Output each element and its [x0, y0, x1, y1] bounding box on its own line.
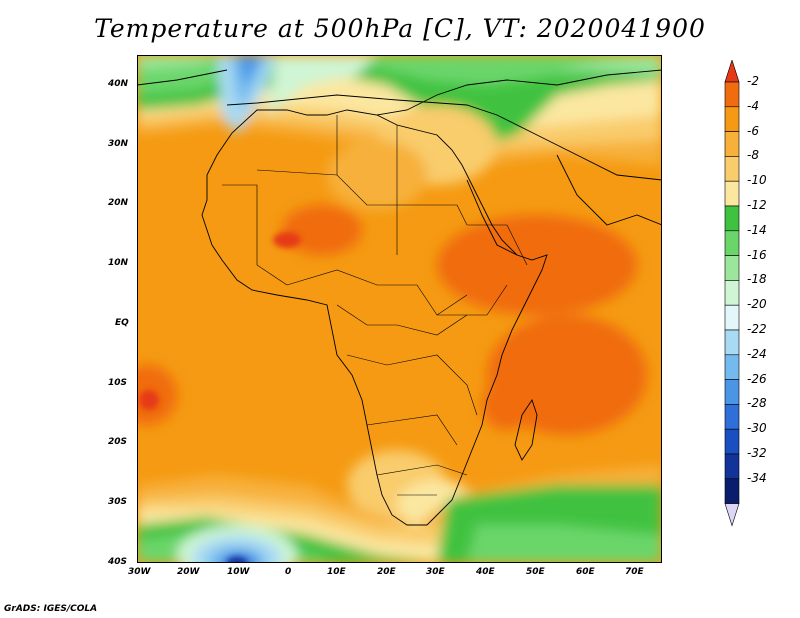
colorbar-swatch	[724, 280, 740, 306]
colorbar-swatch	[724, 404, 740, 430]
small-features	[139, 232, 301, 563]
colorbar-label: -22	[747, 322, 767, 336]
temperature-field	[137, 55, 662, 563]
lon-label-30w: 30W	[128, 567, 151, 577]
lat-label-10s: 10S	[108, 378, 128, 388]
colorbar-label: -16	[747, 247, 767, 262]
lon-label-10e: 10E	[327, 567, 346, 577]
colorbar-swatch	[724, 255, 740, 281]
temperature-bands	[137, 55, 662, 563]
lon-label-10w: 10W	[227, 567, 250, 577]
country-borders	[222, 115, 528, 496]
lon-label-50e: 50E	[526, 567, 545, 577]
lat-label-40s: 40S	[108, 557, 128, 567]
colorbar-label: -2	[747, 74, 759, 88]
lat-label-eq: EQ	[115, 318, 129, 328]
colorbar-swatch	[724, 180, 740, 207]
lat-label-30n: 30N	[108, 139, 129, 149]
colorbar-label: -34	[747, 470, 767, 485]
colorbar-swatch	[724, 230, 740, 256]
lon-label-30e: 30E	[426, 567, 445, 577]
colorbar-swatch	[724, 428, 740, 455]
colorbar-top-arrow	[724, 59, 740, 83]
colorbar-label: -28	[747, 396, 767, 411]
lon-label-20w: 20W	[177, 567, 200, 577]
colorbar-scale	[724, 59, 740, 527]
colorbar-swatch	[724, 131, 740, 157]
colorbar-swatch	[724, 106, 740, 132]
colorbar-label: -30	[747, 421, 767, 436]
lat-label-10n: 10N	[108, 258, 129, 268]
colorbar-swatch	[724, 478, 740, 504]
colorbar-bottom-arrow	[724, 503, 740, 527]
colorbar-label: -12	[747, 198, 767, 212]
lon-label-70e: 70E	[625, 567, 644, 577]
colorbar-label: -20	[747, 297, 767, 312]
colorbar-swatch	[724, 379, 740, 405]
colorbar-label: -18	[747, 272, 767, 287]
colorbar-swatch	[724, 304, 740, 331]
colorbar-label: -24	[747, 346, 767, 361]
colorbar-swatch	[724, 354, 740, 380]
colorbar	[724, 59, 740, 564]
colorbar-swatch	[724, 156, 740, 182]
credit-label: GrADS: IGES/COLA	[4, 604, 98, 614]
colorbar-label: -8	[747, 148, 759, 163]
colorbar-swatch	[724, 81, 740, 108]
colorbar-swatch	[724, 205, 740, 232]
colorbar-label: -26	[747, 371, 767, 386]
colorbar-swatch	[724, 329, 740, 356]
colorbar-label: -10	[747, 173, 767, 188]
colorbar-swatch	[724, 453, 740, 480]
lat-label-40n: 40N	[108, 79, 129, 89]
map-title: Temperature at 500hPa [C], VT: 202004190…	[94, 14, 706, 43]
colorbar-label: -32	[747, 446, 767, 460]
coastlines	[137, 69, 662, 526]
lon-label-40e: 40E	[476, 567, 495, 577]
temperature-map	[137, 55, 662, 563]
lon-label-0: 0	[285, 567, 292, 577]
colorbar-label: -6	[747, 123, 759, 138]
colorbar-label: -14	[747, 222, 767, 237]
lat-label-20s: 20S	[108, 437, 128, 447]
lat-label-30s: 30S	[108, 497, 128, 507]
colorbar-label: -4	[747, 98, 759, 113]
lon-label-20e: 20E	[377, 567, 396, 577]
lon-label-60e: 60E	[576, 567, 595, 577]
lat-label-20n: 20N	[108, 198, 129, 208]
